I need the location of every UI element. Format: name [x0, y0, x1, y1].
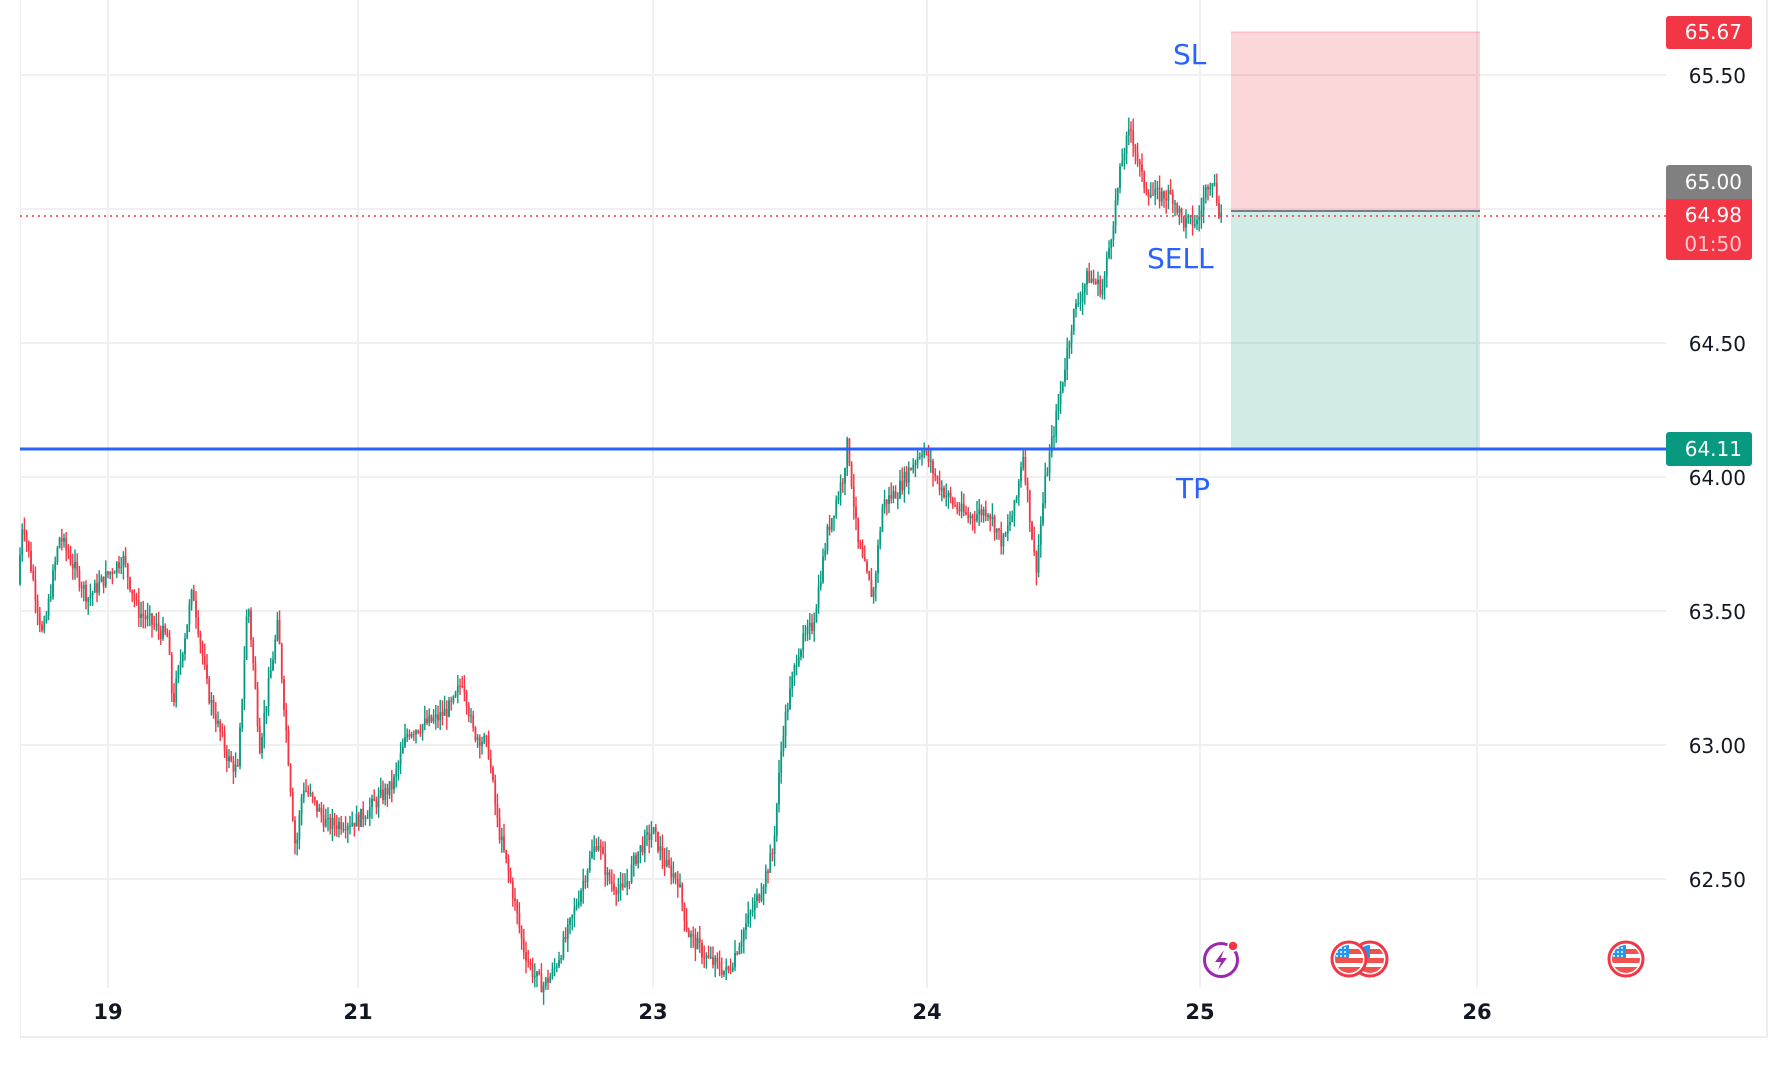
candlesticks [19, 117, 1223, 1005]
price-tick: 63.50 [1688, 600, 1746, 624]
price-tick: 64.00 [1688, 466, 1746, 490]
price-tick: 64.50 [1688, 332, 1746, 356]
last-price-value: 64.98 [1684, 203, 1742, 227]
us-flag-event-icon[interactable] [1606, 939, 1646, 979]
last-price-tag: 64.98 01:50 [1666, 199, 1752, 260]
date-tick: 23 [638, 1000, 668, 1024]
us-flag-event-icon[interactable] [1329, 939, 1369, 979]
grid-lines [20, 0, 1666, 988]
take-profit-text[interactable]: TP [1176, 472, 1210, 505]
date-tick: 19 [93, 1000, 123, 1024]
price-tick: 63.00 [1688, 734, 1746, 758]
date-tick: 21 [343, 1000, 373, 1024]
date-tick: 26 [1462, 1000, 1492, 1024]
lightning-event-icon[interactable] [1201, 939, 1241, 979]
stop-loss-text[interactable]: SL [1173, 38, 1207, 71]
take-profit-zone[interactable] [1231, 211, 1480, 449]
date-tick: 24 [912, 1000, 942, 1024]
take-profit-price-tag: 64.11 [1666, 432, 1752, 466]
date-tick: 25 [1185, 1000, 1215, 1024]
stop-loss-price-tag: 65.67 [1666, 16, 1752, 49]
bar-countdown: 01:50 [1684, 232, 1742, 256]
stop-loss-zone[interactable] [1231, 32, 1480, 211]
sell-text[interactable]: SELL [1147, 242, 1214, 275]
entry-price-tag: 65.00 [1666, 165, 1752, 199]
price-tick: 65.50 [1688, 64, 1746, 88]
price-tick: 62.50 [1688, 868, 1746, 892]
chart-frame [20, 0, 1768, 1038]
